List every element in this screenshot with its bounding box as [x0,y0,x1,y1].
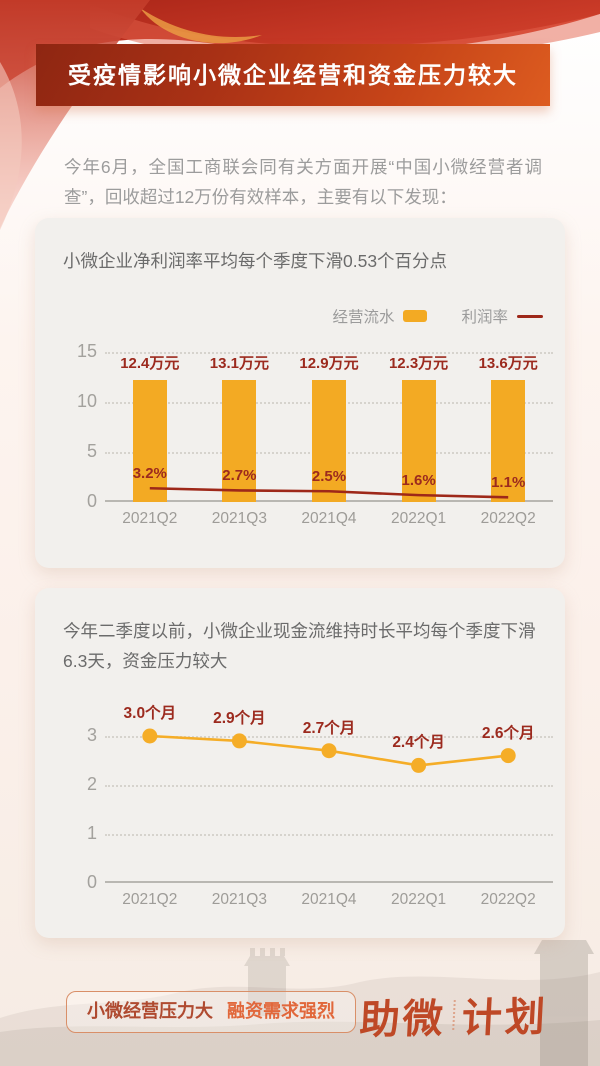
conclusion-badge: 小微经营压力大 融资需求强烈 [66,991,357,1033]
line-point-label: 2.7个月 [302,719,356,737]
y-tick-label: 10 [76,391,97,411]
chart1-plot-area: 12.4万元 13.1万元 12.9万元 12.3万元 13.6万元 3.2% 2.7% 2… [105,352,553,502]
chart1-profit-line [149,486,509,499]
chart1: 15 10 5 0 12.4万元 13.1万元 12.9万元 12.3万元 13.6万元 3.… [63,341,553,511]
bar-column: 12.9万元 [284,352,374,502]
chart2-x-axis: 2021Q2 2021Q3 2021Q4 2022Q1 2022Q2 [105,883,553,917]
card-cashflow-chart: 今年二季度以前，小微企业现金流维持时长平均每个季度下滑6.3天，资金压力较大 3… [35,588,565,938]
bar [311,380,346,502]
bar [132,380,167,502]
y-tick-label: 0 [86,491,97,511]
chart2-baseline [105,881,553,883]
x-tick-label: 2022Q2 [480,891,536,908]
line-point-label: 3.2% [132,465,167,483]
legend-item-revenue: 经营流水 [332,305,428,327]
chart1-legend: 经营流水 利润率 [63,306,543,326]
legend-item-margin: 利润率 [461,305,543,327]
chart2-cashflow-line [142,728,516,773]
x-tick-label: 2022Q2 [480,510,536,527]
bar-value-label: 13.6万元 [478,355,538,372]
chart2-y-axis: 3 2 1 0 [63,686,97,892]
gridline [105,352,553,354]
badge-text-financing: 融资需求强烈 [227,1001,336,1021]
logo-part-1: 助微 [358,996,447,1043]
line-point-label: 3.0个月 [123,705,177,722]
bar [222,380,257,502]
line-point-label: 2.5% [311,468,347,486]
chart1-bars: 12.4万元 13.1万元 12.9万元 12.3万元 13.6万元 [105,352,553,502]
bar-value-label: 12.4万元 [120,355,180,372]
bar-column: 13.1万元 [195,352,285,502]
line-marker-icon [500,748,516,764]
line-point-label: 1.6% [401,472,436,490]
bar-column: 12.4万元 [105,352,195,502]
x-tick-label: 2021Q4 [301,510,357,527]
x-tick-label: 2021Q3 [211,510,267,527]
bar [491,380,526,502]
y-tick-label: 0 [86,872,97,892]
gridline [105,834,553,836]
gridline [105,736,553,738]
chart2-plot-area: 3.0个月 2.9个月 2.7个月 2.4个月 2.6个月 [105,686,553,883]
line-marker-icon [411,757,427,773]
bar-value-label: 12.9万元 [299,355,359,372]
line-point-label: 2.6个月 [481,724,535,742]
logo-seal-icon [452,999,456,1031]
card-profit-chart: 小微企业净利润率平均每个季度下滑0.53个百分点 经营流水 利润率 15 10 5 0… [35,218,565,568]
line-point-label: 2.9个月 [213,709,266,727]
legend-revenue-label: 经营流水 [332,309,395,326]
legend-line-swatch-icon [517,314,543,318]
line-marker-icon [321,743,337,759]
x-tick-label: 2021Q3 [211,891,267,908]
chart2: 3 2 1 0 3.0个月 2.9个月 2.7个月 2.4个月 2.6个月 [63,686,553,892]
x-tick-label: 2021Q2 [122,510,178,527]
chart1-y-axis: 15 10 5 0 [63,341,97,511]
zhuwei-plan-logo: 助微 计划 [358,984,550,1045]
gridline [105,785,553,787]
bar [401,380,436,502]
x-tick-label: 2021Q2 [122,891,178,908]
legend-bar-swatch-icon [403,310,428,322]
chart1-title: 小微企业净利润率平均每个季度下滑0.53个百分点 [63,251,448,271]
x-tick-label: 2021Q4 [301,891,357,908]
chart2-title: 今年二季度以前，小微企业现金流维持时长平均每个季度下滑6.3天，资金压力较大 [63,621,536,671]
page-title-banner: 受疫情影响小微企业经营和资金压力较大 [36,44,550,106]
bar-value-label: 12.3万元 [388,355,449,372]
intro-paragraph: 今年6月，全国工商联会同有关方面开展“中国小微经营者调查”，回收超过12万份有效… [64,156,542,208]
line-marker-icon [231,733,247,749]
y-tick-label: 3 [86,725,97,745]
x-tick-label: 2022Q1 [390,510,447,527]
chart1-x-axis: 2021Q2 2021Q3 2021Q4 2022Q1 2022Q2 [105,502,553,536]
y-tick-label: 15 [76,341,97,361]
y-tick-label: 2 [86,774,97,794]
logo-part-2: 计划 [460,994,550,1041]
line-point-label: 1.1% [491,474,526,492]
line-point-label: 2.7% [222,467,257,485]
y-tick-label: 1 [86,823,97,843]
legend-margin-label: 利润率 [461,309,508,326]
line-point-label: 2.4个月 [392,734,445,752]
bar-column: 12.3万元 [374,352,464,502]
bar-column: 13.6万元 [463,352,553,502]
badge-text-pressure: 小微经营压力大 [87,1001,213,1021]
line-marker-icon [142,728,158,744]
bar-value-label: 13.1万元 [209,355,269,372]
y-tick-label: 5 [86,441,97,461]
x-tick-label: 2022Q1 [390,891,447,908]
